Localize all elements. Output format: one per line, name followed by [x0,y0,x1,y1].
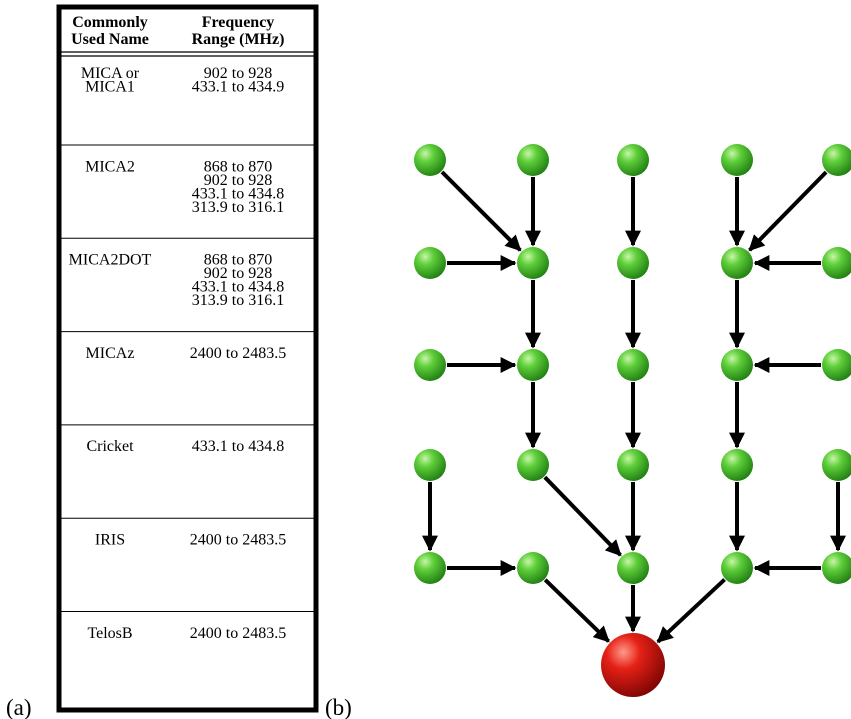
sensor-node [414,247,446,279]
arrow [658,580,725,642]
frequency-range: 313.9 to 316.1 [192,199,284,216]
header-cell: Commonly [72,14,148,31]
header-cell: Used Name [71,31,149,48]
sensor-node [822,449,851,481]
sensor-node [517,449,549,481]
frequency-range: 433.1 to 434.9 [192,79,284,96]
sensor-node [517,349,549,381]
sensor-node [721,247,753,279]
frequency-range: 2400 to 2483.5 [190,345,286,362]
device-name: Cricket [86,438,134,455]
sensor-node [414,144,446,176]
sink-node [601,633,665,697]
sensor-node [822,247,851,279]
frequency-range: 433.1 to 434.8 [192,438,284,455]
arrow [545,580,608,641]
sensor-node [617,449,649,481]
frequency-range: 2400 to 2483.5 [190,532,286,549]
page: CommonlyUsed Name FrequencyRange (MHz) MIC… [0,0,851,719]
device-name: IRIS [95,532,125,549]
sensor-node [414,552,446,584]
device-name: MICA2 [85,158,135,175]
arrow [442,172,520,250]
sensor-node [617,552,649,584]
sensor-node [617,144,649,176]
sensor-node [721,449,753,481]
arrow [545,477,621,555]
header-cell: Range (MHz) [192,31,285,48]
arrow [750,172,826,250]
sensor-node [517,247,549,279]
device-name: TelosB [87,625,132,642]
sensor-node [517,552,549,584]
sensor-node [617,247,649,279]
frequency-range: 313.9 to 316.1 [192,292,284,309]
sensor-node [414,349,446,381]
panel-label: (a) [6,695,32,719]
frequency-range: 2400 to 2483.5 [190,625,286,642]
sensor-node [822,144,851,176]
sensor-node [822,552,851,584]
device-name: MICA1 [85,79,135,96]
sensor-node [721,552,753,584]
sensor-node [721,144,753,176]
header-cell: Frequency [202,14,275,31]
sensor-node [721,349,753,381]
panel-label: (b) [325,695,352,719]
device-name: MICA2DOT [69,252,152,269]
sensor-node [414,449,446,481]
sensor-node [617,349,649,381]
device-name: MICAz [86,345,135,362]
sensor-node [822,349,851,381]
tree-diagram [414,144,851,697]
figure: CommonlyUsed Name FrequencyRange (MHz) MIC… [0,0,851,719]
sensor-node [517,144,549,176]
